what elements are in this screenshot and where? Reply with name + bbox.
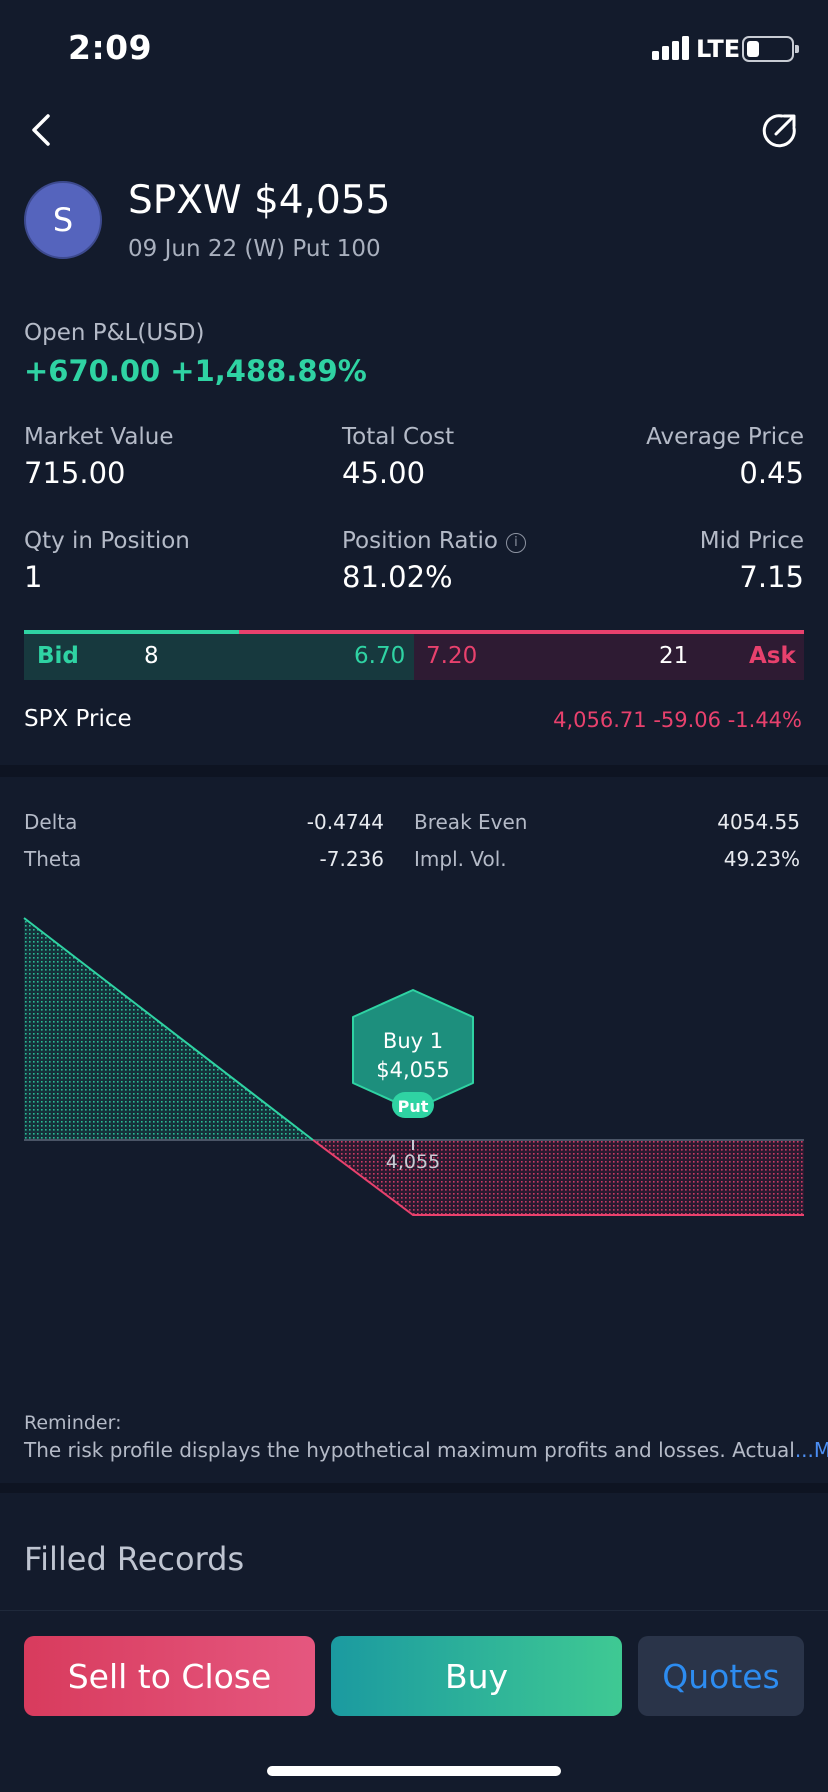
section-divider bbox=[0, 765, 828, 777]
strike-marker[interactable]: Buy 1 $4,055 Put bbox=[352, 989, 474, 1118]
mid-price-label: Mid Price bbox=[699, 528, 804, 554]
battery-icon bbox=[742, 36, 799, 62]
position-ratio-label: Position Ratio bbox=[342, 528, 498, 554]
strike-tick-label: 4,055 bbox=[386, 1151, 440, 1173]
profit-line bbox=[23, 917, 314, 1141]
underlying-value: 4,056.71 -59.06 -1.44% bbox=[553, 708, 802, 732]
status-time: 2:09 bbox=[68, 28, 153, 67]
marker-line-1: Buy 1 bbox=[383, 1029, 443, 1053]
bid-size: 8 bbox=[144, 643, 159, 669]
section-divider bbox=[0, 1483, 828, 1493]
reminder-title: Reminder: bbox=[24, 1412, 122, 1434]
separator bbox=[0, 1610, 828, 1611]
filled-records-heading: Filled Records bbox=[24, 1540, 245, 1578]
bid-ask-bar: Bid 8 6.70 7.20 21 Ask bbox=[24, 630, 804, 680]
delta-label: Delta bbox=[24, 810, 78, 834]
page-title: SPXW $4,055 bbox=[128, 178, 391, 223]
quotes-button[interactable]: Quotes bbox=[638, 1636, 804, 1716]
qty-label: Qty in Position bbox=[24, 528, 190, 554]
iv-value: 49.23% bbox=[723, 847, 800, 871]
buy-button[interactable]: Buy bbox=[331, 1636, 622, 1716]
reminder-body-row: The risk profile displays the hypothetic… bbox=[24, 1438, 828, 1462]
mid-price: 7.15 bbox=[739, 560, 804, 594]
avatar: S bbox=[24, 181, 102, 259]
info-icon[interactable]: i bbox=[505, 533, 526, 553]
bid-label: Bid bbox=[37, 643, 79, 669]
average-price: 0.45 bbox=[739, 456, 804, 490]
underlying-label: SPX Price bbox=[24, 706, 132, 732]
open-pl-value: +670.00 +1,488.89% bbox=[24, 354, 367, 388]
break-even-value: 4054.55 bbox=[717, 810, 800, 834]
contract-subtitle: 09 Jun 22 (W) Put 100 bbox=[128, 236, 381, 262]
ask-price: 7.20 bbox=[426, 643, 478, 669]
loss-area bbox=[313, 1140, 804, 1215]
ask-share-bar bbox=[239, 630, 804, 634]
ask-size: 21 bbox=[659, 643, 689, 669]
more-link[interactable]: ...More bbox=[794, 1438, 828, 1462]
signal-icon bbox=[652, 36, 689, 60]
sell-to-close-button[interactable]: Sell to Close bbox=[24, 1636, 315, 1716]
network-label: LTE bbox=[696, 35, 741, 63]
bid-share-bar bbox=[24, 630, 239, 634]
bid-price: 6.70 bbox=[354, 643, 406, 669]
break-even-label: Break Even bbox=[414, 810, 528, 834]
marker-tag: Put bbox=[398, 1097, 429, 1116]
open-pl-label: Open P&L(USD) bbox=[24, 320, 205, 346]
market-value: 715.00 bbox=[24, 456, 126, 490]
market-value-label: Market Value bbox=[24, 424, 174, 450]
average-price-label: Average Price bbox=[646, 424, 804, 450]
loss-line bbox=[312, 1139, 804, 1216]
risk-profile-chart: 4,055 Buy 1 $4,055 Put bbox=[23, 917, 804, 1216]
reminder-body: The risk profile displays the hypothetic… bbox=[24, 1438, 795, 1462]
position-ratio: 81.02% bbox=[342, 560, 453, 594]
total-cost-label: Total Cost bbox=[342, 424, 455, 450]
marker-line-2: $4,055 bbox=[376, 1058, 449, 1082]
back-icon[interactable] bbox=[24, 110, 58, 150]
theta-value: -7.236 bbox=[319, 847, 384, 871]
theta-label: Theta bbox=[24, 847, 82, 871]
delta-value: -0.4744 bbox=[306, 810, 384, 834]
total-cost: 45.00 bbox=[342, 456, 426, 490]
share-icon[interactable] bbox=[760, 112, 798, 150]
position-ratio-label-row: Position Ratio i bbox=[342, 528, 526, 554]
iv-label: Impl. Vol. bbox=[414, 847, 507, 871]
ask-label: Ask bbox=[749, 643, 796, 669]
qty-value: 1 bbox=[24, 560, 43, 594]
home-indicator[interactable] bbox=[267, 1766, 561, 1776]
